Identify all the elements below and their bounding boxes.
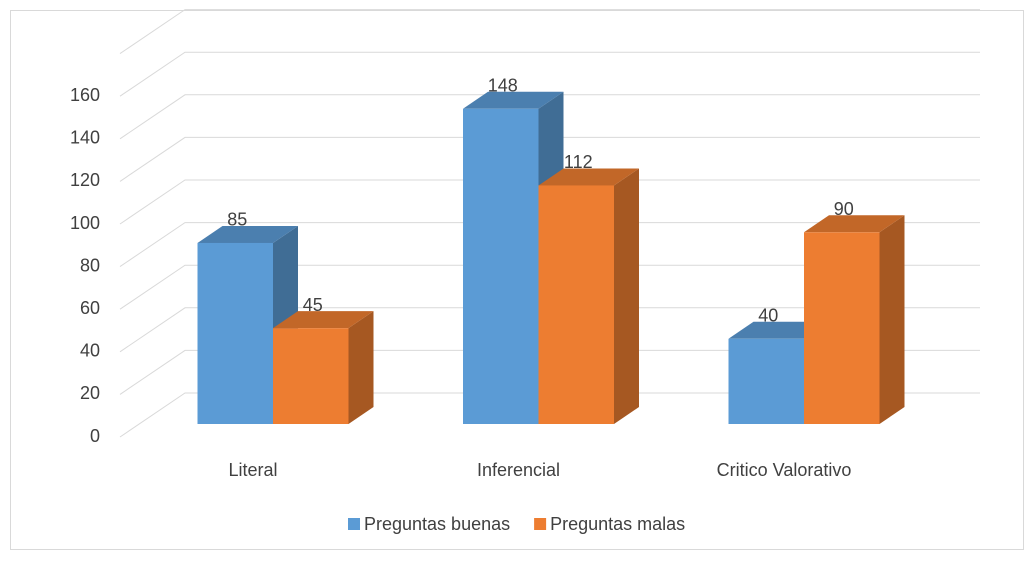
value-label: 45 xyxy=(303,295,323,315)
grid-line xyxy=(119,9,980,55)
bar xyxy=(538,185,614,424)
y-tick-label: 80 xyxy=(80,255,100,275)
bar-top xyxy=(197,225,298,243)
value-label: 90 xyxy=(834,199,854,219)
bar-top xyxy=(538,168,639,186)
legend-label: Preguntas buenas xyxy=(364,514,510,534)
bar-top xyxy=(804,215,905,233)
bar xyxy=(273,328,349,424)
grid-line xyxy=(119,307,980,353)
y-tick-label: 100 xyxy=(70,213,100,233)
x-tick-label: Literal xyxy=(228,460,277,480)
grid-line xyxy=(119,222,980,268)
value-label: 40 xyxy=(758,306,778,326)
grid-line xyxy=(119,392,980,438)
y-tick-label: 120 xyxy=(70,170,100,190)
bar-side xyxy=(348,311,374,424)
bar xyxy=(728,338,804,424)
grid-line xyxy=(119,94,980,140)
bar-side xyxy=(879,215,905,424)
value-label: 85 xyxy=(227,210,247,230)
grid-line xyxy=(119,136,980,182)
y-tick-label: 20 xyxy=(80,383,100,403)
value-label: 112 xyxy=(564,152,593,172)
legend-swatch xyxy=(534,518,547,530)
y-tick-label: 140 xyxy=(70,128,100,148)
bar-top xyxy=(728,321,829,339)
legend-label: Preguntas malas xyxy=(550,514,685,534)
bar-side xyxy=(614,168,639,424)
bar xyxy=(804,232,880,424)
bar-top xyxy=(463,91,564,109)
grid-line xyxy=(119,349,980,395)
bar xyxy=(463,108,539,424)
bar xyxy=(197,242,273,424)
grid-line xyxy=(119,179,980,225)
x-tick-label: Inferencial xyxy=(477,460,560,480)
y-tick-label: 60 xyxy=(80,298,100,318)
legend-swatch xyxy=(348,518,360,530)
value-label: 148 xyxy=(488,76,518,96)
y-tick-label: 160 xyxy=(70,85,100,105)
grid-line xyxy=(119,51,980,97)
x-tick-label: Critico Valorativo xyxy=(717,460,852,480)
y-tick-label: 0 xyxy=(90,426,100,446)
y-tick-label: 40 xyxy=(80,341,100,361)
bar-top xyxy=(273,311,374,329)
grid-line xyxy=(119,264,980,310)
